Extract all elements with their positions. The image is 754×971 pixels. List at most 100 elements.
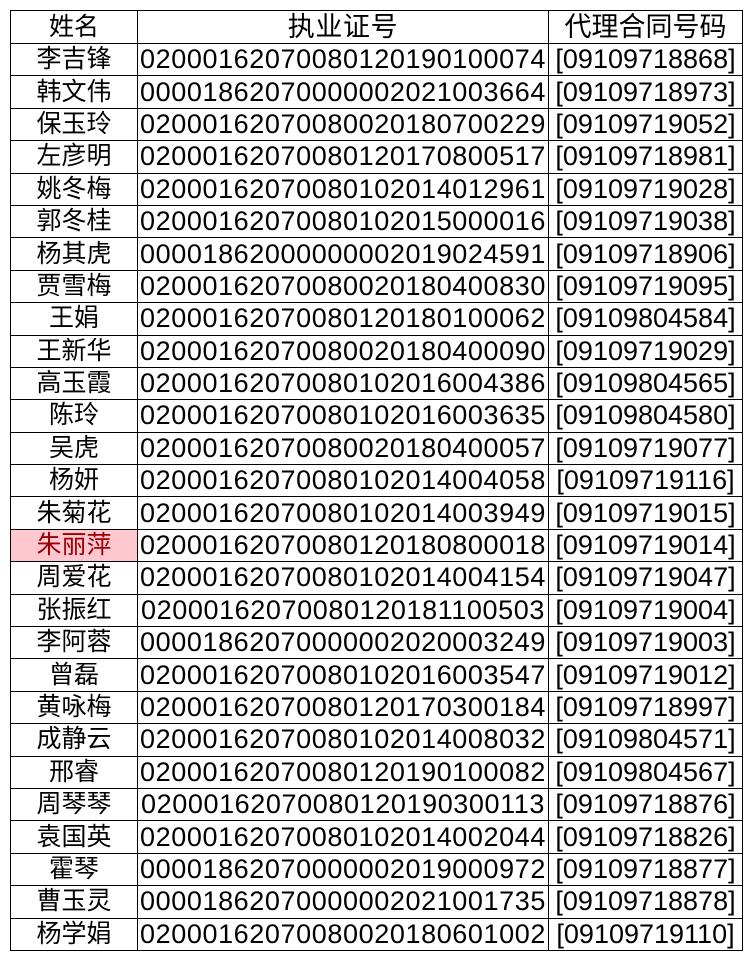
cell-contract[interactable]: [09109718981] — [548, 140, 743, 174]
table-row: 杨学娟 02000162070080020180601002 [0910971911… — [10, 917, 743, 951]
cell-name[interactable]: 曹玉灵 — [10, 885, 138, 919]
cell-contract[interactable]: [09109718906] — [548, 237, 743, 271]
cell-license[interactable]: 02000162070080102016004386 — [137, 366, 549, 401]
cell-license[interactable]: 02000162070080102016003635 — [137, 399, 549, 433]
cell-license[interactable]: 02000162070080020180400057 — [137, 431, 549, 466]
cell-contract[interactable]: [09109718876] — [548, 787, 743, 822]
table-row: 王新华 02000162070080020180400090 [0910971902… — [10, 334, 743, 368]
cell-contract[interactable]: [09109719047] — [548, 561, 743, 595]
cell-license[interactable]: 02000162070080120190100074 — [137, 42, 549, 77]
cell-name[interactable]: 姚冬梅 — [10, 172, 138, 206]
cell-contract[interactable]: [09109718868] — [548, 42, 743, 77]
cell-license[interactable]: 02000162070080020180400090 — [137, 334, 549, 368]
cell-license[interactable]: 02000162070080102014004154 — [137, 561, 549, 595]
cell-name[interactable]: 李吉锋 — [10, 42, 138, 77]
cell-contract[interactable]: [09109719015] — [548, 496, 743, 530]
cell-contract[interactable]: [09109804567] — [548, 755, 743, 789]
cell-name[interactable]: 吴虎 — [10, 431, 138, 466]
cell-contract[interactable]: [09109719012] — [548, 658, 743, 692]
cell-license[interactable]: 00001862070000002019000972 — [137, 852, 549, 887]
cell-contract[interactable]: [09109719029] — [548, 334, 743, 368]
cell-license[interactable]: 02000162070080120180100062 — [137, 302, 549, 336]
cell-license[interactable]: 02000162070080120190300113 — [137, 787, 549, 822]
cell-name[interactable]: 高玉霞 — [10, 366, 138, 401]
cell-license[interactable]: 00001862070000002020003249 — [137, 626, 549, 660]
cell-name[interactable]: 郭冬桂 — [10, 204, 138, 239]
table-row: 韩文伟 00001862070000002021003664 [0910971897… — [10, 75, 743, 109]
header-name[interactable]: 姓名 — [10, 10, 138, 44]
table-row: 黄咏梅 02000162070080120170300184 [0910971899… — [10, 690, 743, 725]
table-row: 杨妍 02000162070080102014004058 [09109719116… — [10, 464, 743, 498]
cell-name[interactable]: 杨学娟 — [10, 917, 138, 951]
cell-name[interactable]: 袁国英 — [10, 820, 138, 854]
cell-contract[interactable]: [09109719038] — [548, 204, 743, 239]
cell-license[interactable]: 02000162070080102014004058 — [137, 464, 549, 498]
table-row: 朱丽萍 02000162070080120180800018 [0910971901… — [10, 528, 743, 563]
cell-license[interactable]: 02000162070080120180800018 — [137, 528, 549, 563]
cell-contract[interactable]: [09109719004] — [548, 593, 743, 628]
cell-contract[interactable]: [09109804584] — [548, 302, 743, 336]
cell-license[interactable]: 00001862000000002019024591 — [137, 237, 549, 271]
table-row: 李吉锋 02000162070080120190100074 [0910971886… — [10, 42, 743, 77]
cell-name[interactable]: 周琴琴 — [10, 787, 138, 822]
cell-name[interactable]: 韩文伟 — [10, 75, 138, 109]
cell-name[interactable]: 邢睿 — [10, 755, 138, 789]
cell-name[interactable]: 王娟 — [10, 302, 138, 336]
cell-name[interactable]: 曾磊 — [10, 658, 138, 692]
cell-contract[interactable]: [09109804571] — [548, 723, 743, 757]
cell-name[interactable]: 李阿蓉 — [10, 626, 138, 660]
cell-license[interactable]: 02000162070080102014003949 — [137, 496, 549, 530]
cell-license[interactable]: 02000162070080120170300184 — [137, 690, 549, 725]
cell-license[interactable]: 02000162070080020180700229 — [137, 107, 549, 142]
cell-license[interactable]: 02000162070080020180400830 — [137, 269, 549, 304]
cell-name[interactable]: 杨妍 — [10, 464, 138, 498]
cell-name[interactable]: 成静云 — [10, 723, 138, 757]
cell-license[interactable]: 02000162070080102014008032 — [137, 723, 549, 757]
cell-contract[interactable]: [09109719110] — [548, 917, 743, 951]
table-row: 贾雪梅 02000162070080020180400830 [0910971909… — [10, 269, 743, 304]
cell-contract[interactable]: [09109719014] — [548, 528, 743, 563]
cell-name[interactable]: 左彦明 — [10, 140, 138, 174]
cell-license[interactable]: 02000162070080020180601002 — [137, 917, 549, 951]
header-contract[interactable]: 代理合同号码 — [548, 10, 743, 44]
cell-contract[interactable]: [09109718997] — [548, 690, 743, 725]
cell-contract[interactable]: [09109719028] — [548, 172, 743, 206]
cell-contract[interactable]: [09109719003] — [548, 626, 743, 660]
table-row: 袁国英 02000162070080102014002044 [0910971882… — [10, 820, 743, 854]
cell-license[interactable]: 02000162070080120181100503 — [137, 593, 549, 628]
cell-contract[interactable]: [09109719095] — [548, 269, 743, 304]
cell-name[interactable]: 周爱花 — [10, 561, 138, 595]
cell-name[interactable]: 贾雪梅 — [10, 269, 138, 304]
cell-license[interactable]: 02000162070080120190100082 — [137, 755, 549, 789]
cell-contract[interactable]: [09109718973] — [548, 75, 743, 109]
cell-license[interactable]: 02000162070080102015000016 — [137, 204, 549, 239]
cell-name[interactable]: 王新华 — [10, 334, 138, 368]
cell-contract[interactable]: [09109719116] — [548, 464, 743, 498]
cell-license[interactable]: 02000162070080102014002044 — [137, 820, 549, 854]
cell-name[interactable]: 朱菊花 — [10, 496, 138, 530]
cell-name[interactable]: 张振红 — [10, 593, 138, 628]
cell-contract[interactable]: [09109718878] — [548, 885, 743, 919]
cell-license[interactable]: 00001862070000002021001735 — [137, 885, 549, 919]
header-license[interactable]: 执业证号 — [137, 10, 549, 44]
cell-name[interactable]: 陈玲 — [10, 399, 138, 433]
table-row: 张振红 02000162070080120181100503 [0910971900… — [10, 593, 743, 628]
cell-license[interactable]: 00001862070000002021003664 — [137, 75, 549, 109]
cell-contract[interactable]: [09109804565] — [548, 366, 743, 401]
cell-name[interactable]: 黄咏梅 — [10, 690, 138, 725]
cell-contract[interactable]: [09109719077] — [548, 431, 743, 466]
table-row: 保玉玲 02000162070080020180700229 [0910971905… — [10, 107, 743, 142]
cell-name[interactable]: 保玉玲 — [10, 107, 138, 142]
cell-license[interactable]: 02000162070080120170800517 — [137, 140, 549, 174]
cell-contract[interactable]: [09109718826] — [548, 820, 743, 854]
table-row: 李阿蓉 00001862070000002020003249 [0910971900… — [10, 626, 743, 660]
cell-contract[interactable]: [09109804580] — [548, 399, 743, 433]
cell-license[interactable]: 02000162070080102014012961 — [137, 172, 549, 206]
cell-license[interactable]: 02000162070080102016003547 — [137, 658, 549, 692]
cell-name[interactable]: 杨其虎 — [10, 237, 138, 271]
cell-name[interactable]: 霍琴 — [10, 852, 138, 887]
cell-name-highlighted[interactable]: 朱丽萍 — [10, 528, 138, 563]
table-row: 左彦明 02000162070080120170800517 [0910971898… — [10, 140, 743, 174]
cell-contract[interactable]: [09109719052] — [548, 107, 743, 142]
cell-contract[interactable]: [09109718877] — [548, 852, 743, 887]
